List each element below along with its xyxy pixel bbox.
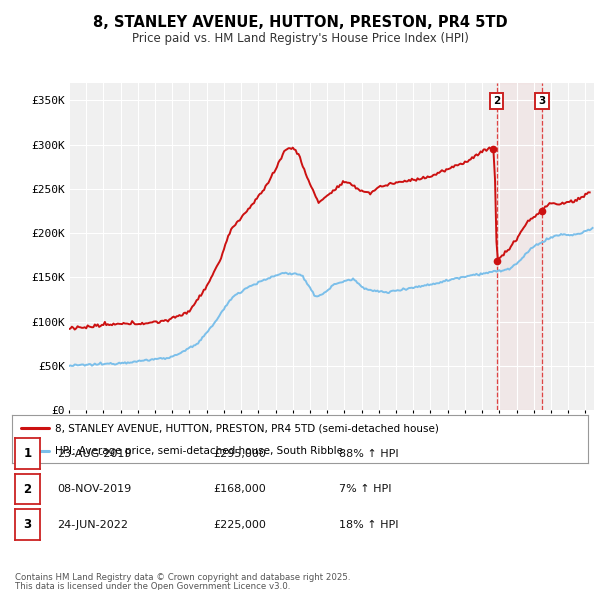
Text: 3: 3 [538,96,545,106]
Text: 18% ↑ HPI: 18% ↑ HPI [339,520,398,529]
Text: 88% ↑ HPI: 88% ↑ HPI [339,449,398,458]
Bar [497,83,542,410]
Text: 8, STANLEY AVENUE, HUTTON, PRESTON, PR4 5TD (semi-detached house): 8, STANLEY AVENUE, HUTTON, PRESTON, PR4 … [55,423,439,433]
Text: £295,000: £295,000 [213,449,266,458]
Text: Contains HM Land Registry data © Crown copyright and database right 2025.: Contains HM Land Registry data © Crown c… [15,573,350,582]
Text: 08-NOV-2019: 08-NOV-2019 [57,484,131,494]
Text: HPI: Average price, semi-detached house, South Ribble: HPI: Average price, semi-detached house,… [55,446,343,456]
Text: £168,000: £168,000 [213,484,266,494]
Text: 7% ↑ HPI: 7% ↑ HPI [339,484,391,494]
Text: 2: 2 [23,483,32,496]
Text: 1: 1 [23,447,32,460]
Text: 23-AUG-2019: 23-AUG-2019 [57,449,131,458]
Text: Price paid vs. HM Land Registry's House Price Index (HPI): Price paid vs. HM Land Registry's House … [131,32,469,45]
Text: 3: 3 [23,518,32,531]
Text: This data is licensed under the Open Government Licence v3.0.: This data is licensed under the Open Gov… [15,582,290,590]
Text: 2: 2 [493,96,500,106]
Text: 24-JUN-2022: 24-JUN-2022 [57,520,128,529]
Text: 8, STANLEY AVENUE, HUTTON, PRESTON, PR4 5TD: 8, STANLEY AVENUE, HUTTON, PRESTON, PR4 … [92,15,508,30]
Text: £225,000: £225,000 [213,520,266,529]
